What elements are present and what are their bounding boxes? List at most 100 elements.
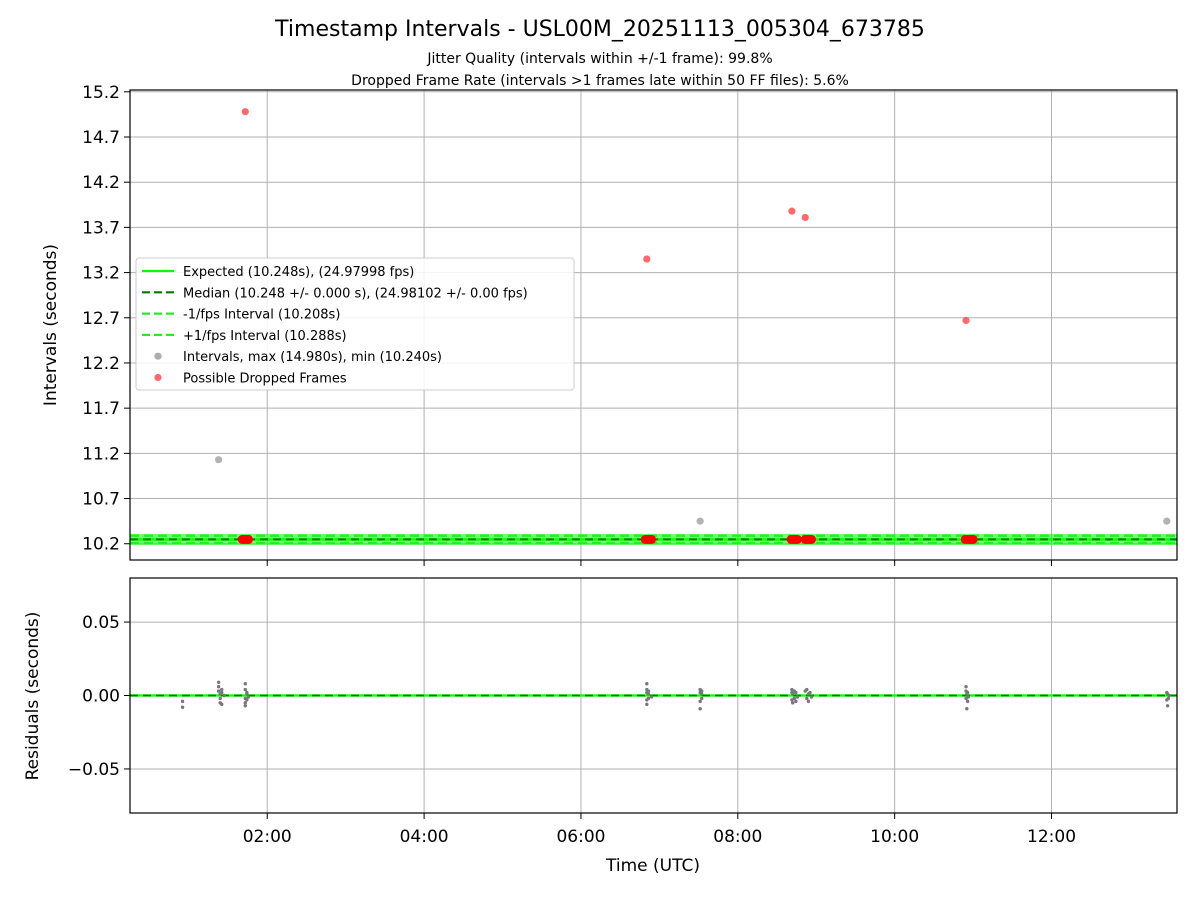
residual-point	[791, 692, 795, 696]
residual-point	[180, 699, 185, 704]
dropped-frame-band-marker	[807, 534, 817, 544]
residual-point	[805, 696, 809, 701]
residual-point	[1167, 693, 1171, 698]
dropped-frame-band-marker	[792, 534, 802, 544]
residual-point	[809, 695, 814, 699]
top-y-tick-label: 14.7	[82, 128, 120, 148]
top-y-tick-label: 13.2	[82, 264, 120, 284]
x-tick-label: 08:00	[713, 827, 762, 847]
bottom-y-tick-label: −0.05	[68, 760, 120, 780]
residual-point	[806, 699, 811, 704]
x-tick-label: 10:00	[870, 827, 919, 847]
residual-point	[794, 699, 798, 704]
x-tick-label: 06:00	[556, 827, 605, 847]
top-y-tick-label: 10.7	[82, 490, 120, 510]
residual-point	[646, 689, 651, 693]
residual-point	[805, 687, 809, 692]
dropped-frame-point	[643, 255, 651, 263]
x-tick-label: 02:00	[243, 827, 292, 847]
dropped-frame-band-marker	[647, 534, 657, 544]
legend-label-5: Possible Dropped Frames	[183, 372, 347, 387]
legend-label-1: Median (10.248 +/- 0.000 s), (24.98102 +…	[183, 286, 528, 301]
top-y-tick-label: 11.2	[82, 444, 120, 464]
residual-point	[794, 690, 798, 695]
top-y-tick-label: 13.7	[82, 218, 120, 238]
chart-subtitle-jitter: Jitter Quality (intervals within +/-1 fr…	[426, 51, 772, 67]
top-y-tick-label: 12.2	[82, 354, 120, 374]
residual-point	[965, 690, 970, 695]
residual-point	[220, 690, 224, 695]
top-y-tick-label: 15.2	[82, 83, 120, 103]
interval-point	[696, 517, 704, 525]
residual-point	[220, 702, 224, 707]
top-y-axis-label: Intervals (seconds)	[41, 244, 61, 406]
top-y-tick-label: 11.7	[82, 399, 120, 419]
residual-point	[180, 705, 185, 709]
interval-point	[215, 456, 223, 464]
dropped-frame-band-marker	[243, 534, 253, 544]
residual-point	[1166, 696, 1171, 701]
residual-point	[245, 690, 249, 695]
bottom-y-tick-label: 0.00	[82, 687, 120, 707]
residual-point	[245, 698, 249, 702]
residual-point	[646, 696, 651, 701]
residual-point	[216, 684, 221, 689]
residual-point	[246, 695, 251, 699]
legend-marker-5	[154, 373, 162, 382]
top-plot-area	[130, 108, 1177, 546]
x-tick-label: 12:00	[1027, 827, 1076, 847]
chart-subtitle-dropped: Dropped Frame Rate (intervals >1 frames …	[351, 73, 849, 89]
residual-point	[645, 682, 649, 686]
residual-point	[698, 699, 702, 704]
legend-label-3: +1/fps Interval (10.288s)	[183, 329, 347, 344]
residual-point	[646, 692, 651, 696]
top-y-tick-label: 10.2	[82, 535, 120, 555]
dropped-frame-band-marker	[968, 534, 978, 544]
top-y-tick-label: 12.7	[82, 309, 120, 329]
interval-point	[1163, 517, 1171, 525]
residual-point	[964, 684, 968, 689]
legend-marker-4	[154, 352, 162, 360]
residuals-panel: 0.05 0.00 −0.05 02:00 04:00 06:00 08:00 10:00 12…	[68, 577, 1178, 847]
residual-point	[216, 680, 221, 684]
dropped-frame-point	[241, 108, 249, 116]
residual-point	[965, 707, 969, 711]
residual-point	[791, 701, 795, 705]
legend-box	[135, 257, 575, 391]
x-axis-label: Time (UTC)	[605, 856, 700, 876]
residual-point	[243, 682, 247, 686]
chart-title: Timestamp Intervals - USL00M_20251113_00…	[274, 17, 925, 42]
residual-point	[243, 687, 247, 692]
top-panel-frame	[129, 89, 1178, 561]
bottom-y-axis-label: Residuals (seconds)	[23, 612, 43, 781]
dropped-frame-point	[962, 316, 970, 325]
top-y-tick-label: 14.2	[82, 173, 120, 193]
dropped-frame-point	[788, 207, 796, 215]
residual-point	[792, 696, 796, 701]
residual-point	[808, 690, 812, 695]
x-tick-label: 04:00	[400, 827, 449, 847]
residual-point	[795, 695, 800, 699]
residual-point	[222, 693, 226, 698]
residual-point	[698, 707, 702, 711]
residual-point	[1165, 704, 1170, 708]
residual-point	[700, 696, 704, 701]
legend-label-0: Expected (10.248s), (24.97998 fps)	[183, 265, 414, 280]
residual-point	[700, 692, 704, 696]
legend-label-2: -1/fps Interval (10.208s)	[183, 308, 340, 323]
bottom-plot-area	[130, 680, 1177, 711]
residual-point	[649, 695, 654, 699]
bottom-y-tick-label: 0.05	[82, 613, 120, 633]
residual-point	[218, 696, 222, 701]
residual-point	[243, 704, 247, 708]
dropped-frame-point	[801, 213, 809, 222]
residual-point	[645, 702, 649, 707]
residual-point	[216, 689, 221, 693]
residual-point	[700, 689, 704, 693]
residual-point	[243, 701, 247, 705]
legend-label-4: Intervals, max (14.980s), min (10.240s)	[183, 350, 442, 365]
residual-point	[965, 699, 970, 704]
legend: Expected (10.248s), (24.97998 fps) Median…	[135, 257, 575, 391]
residual-point	[220, 687, 224, 692]
